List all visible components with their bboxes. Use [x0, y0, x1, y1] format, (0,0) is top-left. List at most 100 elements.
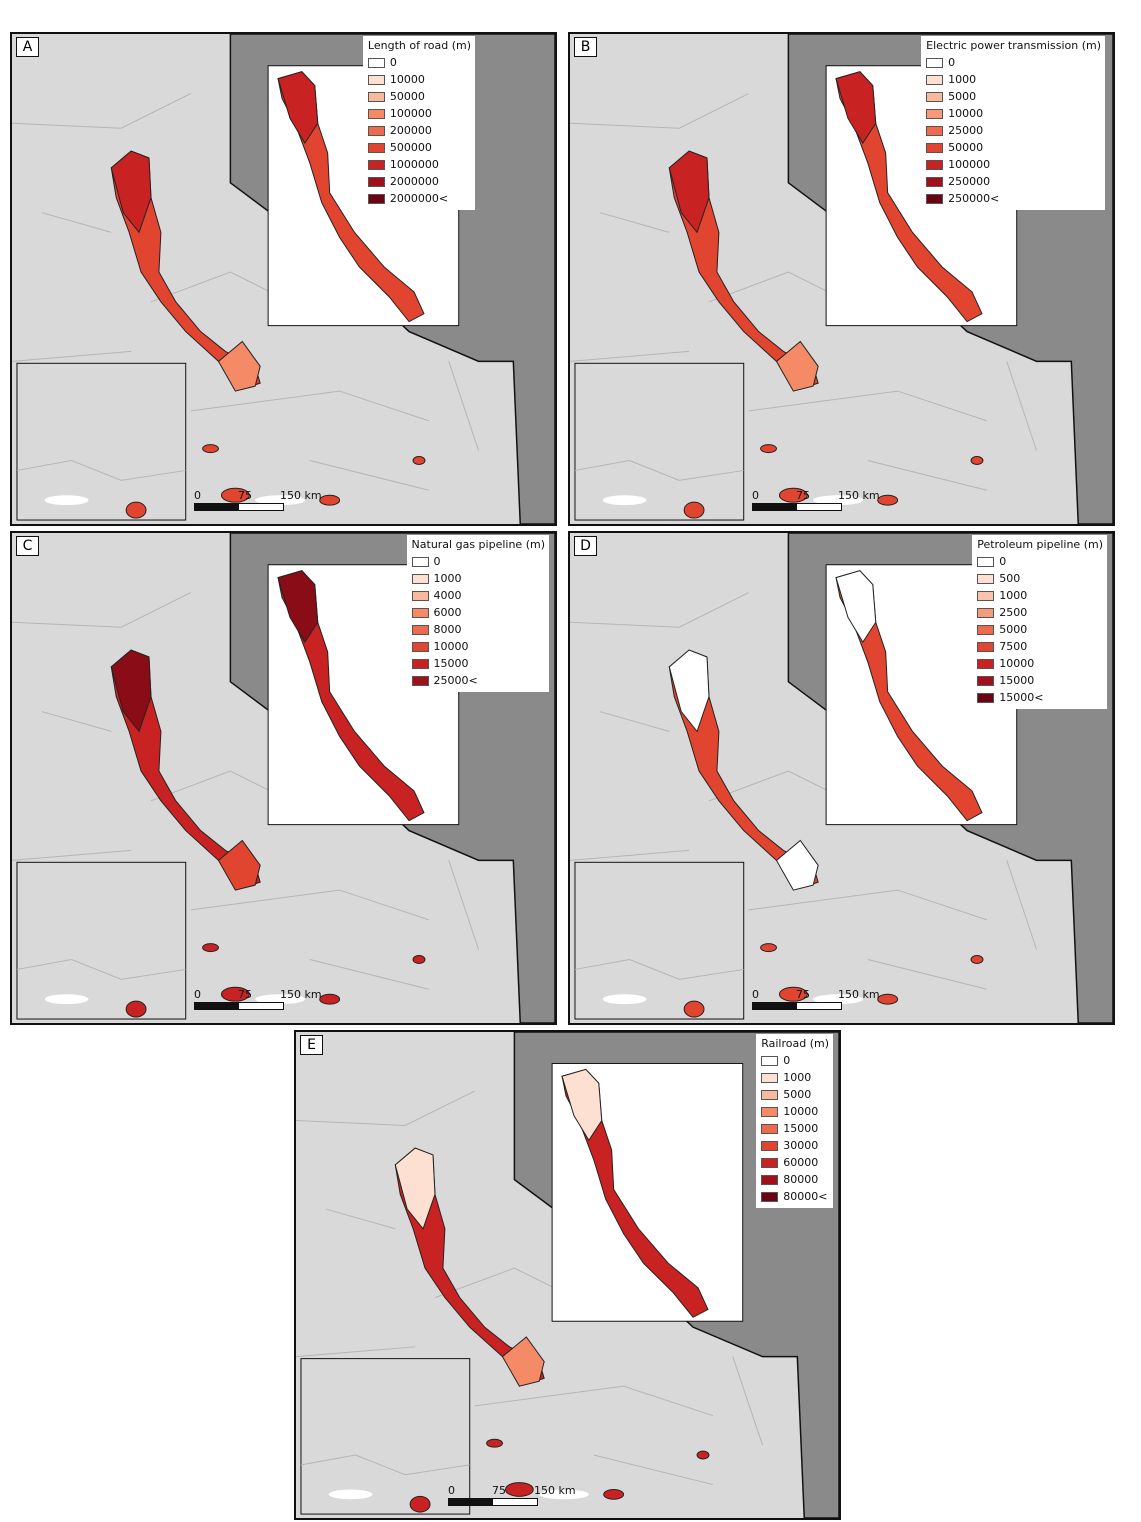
- legend-item: 25000<: [411, 672, 545, 689]
- legend-swatch: [926, 74, 944, 85]
- legend-label: 80000<: [783, 1190, 828, 1203]
- legend-swatch: [367, 91, 385, 102]
- legend-item: 1000: [761, 1069, 829, 1086]
- legend-item: 100000: [926, 156, 1101, 173]
- legend-label: 1000000: [389, 158, 439, 171]
- legend-swatch: [411, 607, 429, 618]
- legend-swatch: [977, 692, 995, 703]
- legend-swatch: [977, 658, 995, 669]
- inset-coastal-region: [125, 1000, 147, 1018]
- inset-boundary: [300, 1454, 470, 1476]
- legend-swatch: [926, 142, 944, 153]
- legend-item: 10000: [977, 655, 1103, 672]
- legend-title: Railroad (m): [761, 1037, 829, 1050]
- legend-item: 4000: [411, 587, 545, 604]
- legend-item: 250000: [926, 173, 1101, 190]
- legend-item: 0: [367, 54, 471, 71]
- legend-item: 8000: [411, 621, 545, 638]
- legend-item: 10000: [367, 71, 471, 88]
- map-panel-e: E Railroad (m) 0 1000 5000 10000 15000 30000 6…: [294, 1030, 841, 1520]
- legend-swatch: [926, 108, 944, 119]
- map-legend: Petroleum pipeline (m) 0 500 1000 2500 5000 7…: [972, 535, 1107, 709]
- inset-boundary: [16, 460, 186, 481]
- county-boundary: [41, 711, 112, 732]
- legend-item: 0: [761, 1052, 829, 1069]
- legend-swatch: [926, 125, 944, 136]
- legend-swatch: [367, 193, 385, 204]
- legend-item: 50000: [926, 139, 1101, 156]
- legend-swatch: [977, 641, 995, 652]
- legend-item: 15000: [761, 1120, 829, 1137]
- legend-swatch: [977, 607, 995, 618]
- legend-item: 15000<: [977, 689, 1103, 706]
- coastal-region: [778, 487, 808, 503]
- scale-label-150: 150 km: [838, 988, 880, 1001]
- map-panel-d: D Petroleum pipeline (m) 0 500 1000 2500 500…: [568, 531, 1115, 1025]
- county-boundary: [570, 350, 690, 362]
- county-boundary: [41, 212, 112, 233]
- scale-label-0: 0: [448, 1484, 455, 1497]
- legend-title: Electric power transmission (m): [926, 39, 1101, 52]
- county-boundary: [748, 390, 988, 422]
- legend-label: 25000<: [433, 674, 478, 687]
- legend-label: 5000: [999, 623, 1028, 636]
- legend-swatch: [761, 1123, 779, 1134]
- coastal-region: [760, 943, 777, 953]
- legend-swatch: [761, 1157, 779, 1168]
- legend-item: 80000: [761, 1171, 829, 1188]
- county-boundary: [448, 361, 480, 451]
- legend-swatch: [761, 1089, 779, 1100]
- inset-map-south: [16, 362, 187, 521]
- county-boundary: [309, 460, 430, 491]
- legend-item: 15000: [411, 655, 545, 672]
- legend-label: 10000: [389, 73, 425, 86]
- valley-region-north: [668, 150, 710, 234]
- scale-label-150: 150 km: [534, 1484, 576, 1497]
- legend-swatch: [411, 556, 429, 567]
- inset-coastal-region: [683, 1000, 705, 1018]
- county-boundary: [296, 1090, 475, 1126]
- county-boundary: [732, 1356, 764, 1446]
- scale-label-0: 0: [194, 489, 201, 502]
- coastal-region: [412, 456, 426, 465]
- legend-item: 0: [926, 54, 1101, 71]
- county-boundary: [867, 460, 988, 491]
- legend-swatch: [411, 658, 429, 669]
- scale-bar: 0 75 150 km: [752, 988, 880, 1010]
- legend-item: 5000: [761, 1086, 829, 1103]
- legend-label: 250000<: [948, 192, 1000, 205]
- county-boundary: [1006, 361, 1038, 451]
- legend-label: 5000: [948, 90, 977, 103]
- map-legend: Railroad (m) 0 1000 5000 10000 15000 30000 600…: [756, 1034, 833, 1208]
- legend-label: 10000: [999, 657, 1035, 670]
- coastal-region: [696, 1450, 710, 1460]
- legend-item: 1000: [411, 570, 545, 587]
- valley-region-south: [775, 340, 819, 392]
- legend-label: 5000: [783, 1088, 812, 1101]
- county-boundary: [570, 93, 749, 129]
- valley-region-north: [110, 150, 152, 234]
- legend-swatch: [926, 57, 944, 68]
- inset-valley-north: [277, 570, 319, 644]
- map-panel-a: A Length of road (m) 0 10000 50000 100000 20…: [10, 32, 557, 526]
- inset-map-south: [574, 362, 745, 521]
- inset-boundary: [574, 460, 744, 481]
- legend-item: 500: [977, 570, 1103, 587]
- county-boundary: [570, 592, 749, 628]
- scale-bar: 0 75 150 km: [752, 489, 880, 511]
- coastal-region: [970, 955, 984, 964]
- map-legend: Natural gas pipeline (m) 0 1000 4000 6000 80…: [406, 535, 549, 692]
- county-boundary: [599, 212, 670, 233]
- legend-item: 60000: [761, 1154, 829, 1171]
- legend-label: 200000: [389, 124, 432, 137]
- valley-region-south: [775, 839, 819, 891]
- legend-swatch: [926, 91, 944, 102]
- legend-label: 1000: [948, 73, 977, 86]
- inset-map-south: [574, 861, 745, 1020]
- legend-swatch: [761, 1191, 779, 1202]
- scale-label-75: 75: [492, 1484, 506, 1497]
- scale-label-150: 150 km: [838, 489, 880, 502]
- coastal-region: [319, 993, 341, 1005]
- map-panel-b: B Electric power transmission (m) 0 1000 5…: [568, 32, 1115, 526]
- coastal-region: [504, 1482, 534, 1497]
